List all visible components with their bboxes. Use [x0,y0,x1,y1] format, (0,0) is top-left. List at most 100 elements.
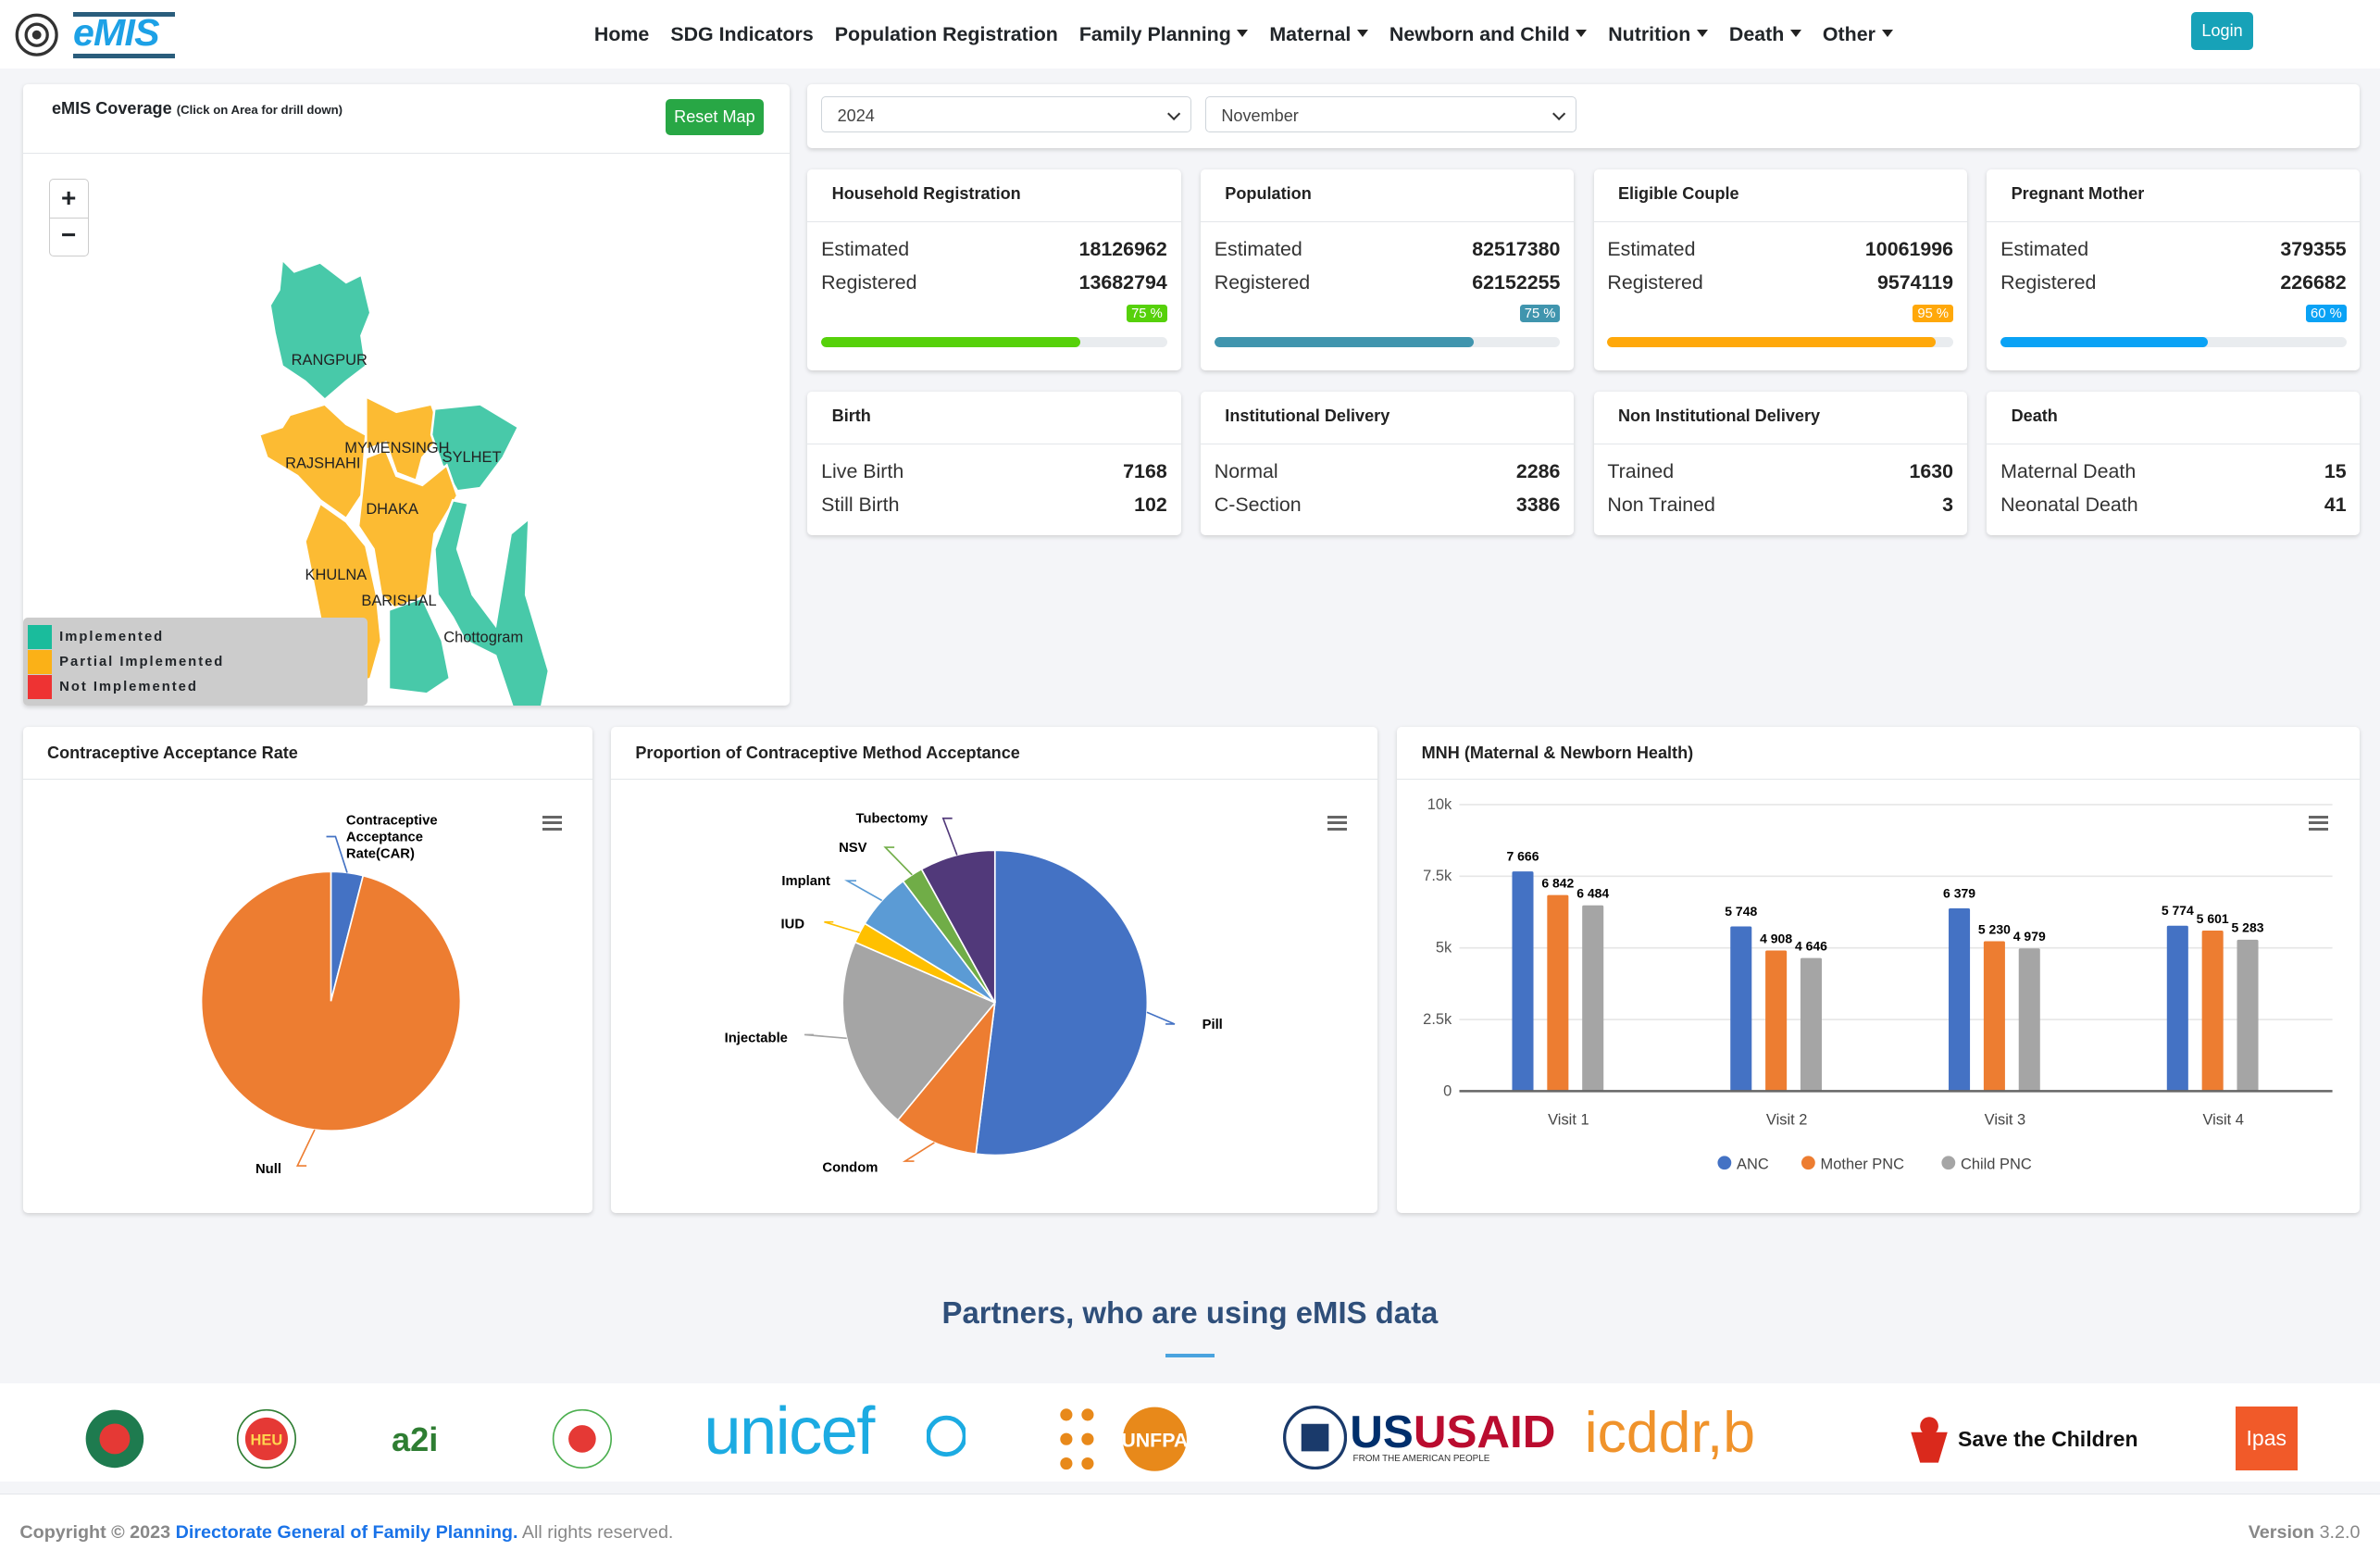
nav-item-death[interactable]: Death [1729,23,1801,46]
reset-map-button[interactable]: Reset Map [666,98,764,136]
stat-row: Estimated 18126962 [821,238,1167,261]
map-region-dhaka [356,447,459,611]
chart-menu-icon[interactable] [1327,815,1347,831]
nav-item-population-registration[interactable]: Population Registration [834,22,1058,45]
pie-label: Null [255,1162,281,1177]
bar-child-pnc[interactable] [1582,905,1604,1092]
data-label: 5 283 [2232,920,2264,935]
stat-value: 18126962 [1078,237,1167,260]
stat-label: Estimated [1214,237,1302,260]
logo[interactable]: eMIS [73,10,160,54]
legend-label[interactable]: Mother PNC [1821,1156,1905,1172]
progress-bar [1607,336,1954,348]
stat-row: Neonatal Death 41 [2000,494,2347,517]
map-label[interactable]: RANGPUR [291,351,367,368]
data-label: 5 230 [1978,921,2011,936]
bar-anc[interactable] [1949,908,1971,1092]
stat-value: 15 [2324,460,2347,483]
map-legend: Implemented Partial Implemented Not Implem… [22,617,368,706]
data-label: 4 646 [1795,938,1827,953]
map-label[interactable]: DHAKA [366,501,418,518]
stat-label: Normal [1214,460,1278,483]
stat-row: Registered 13682794 [821,271,1167,294]
bar-mother-pnc[interactable] [2201,931,2224,1092]
pie-label: Pill [1202,1018,1223,1032]
pie-connector [941,818,958,856]
legend-marker[interactable] [1717,1156,1732,1170]
copyright: Copyright © 2023 Directorate General of … [19,1522,673,1544]
month-select[interactable]: November [1204,95,1577,133]
map-label[interactable]: RAJSHAHI [285,455,360,471]
bar-anc[interactable] [1512,871,1534,1092]
coverage-map-card: eMIS Coverage (Click on Area for drill d… [22,83,790,706]
chart-menu-icon[interactable] [2308,815,2328,831]
data-label: 6 842 [1542,876,1575,891]
bar-child-pnc[interactable] [2237,939,2259,1092]
pie-slice-tubectomy[interactable] [920,849,996,1004]
stat-value: 41 [2324,494,2347,517]
pie-label: Tubectomy [856,812,929,827]
pie-slice-null[interactable] [200,870,461,1132]
stat-value: 7168 [1123,460,1167,483]
pie-connector [883,846,913,876]
login-button[interactable]: Login [2190,12,2254,51]
stat-card-death: Death Maternal Death 15 Neonatal Death 41 [1987,391,2361,535]
bar-mother-pnc[interactable] [1765,950,1788,1092]
zoom-in-button[interactable]: + [49,180,88,219]
nav-item-family-planning[interactable]: Family Planning [1079,23,1248,46]
nav-item-home[interactable]: Home [593,22,650,45]
map-label[interactable]: BARISHAL [361,592,436,608]
chart-menu-icon[interactable] [542,815,563,831]
unicef-logo: unicef [704,1394,875,1469]
usaid-text: USAID [1413,1406,1556,1457]
pie-slice-pill[interactable] [975,849,1149,1157]
stat-card-pregnant-mother: Pregnant Mother Estimated 379355 Registered… [1987,169,2361,370]
data-label: 5 601 [2197,911,2229,926]
map-label[interactable]: MYMENSINGH [344,440,449,456]
bar-anc[interactable] [1730,926,1752,1092]
pie-slice-condom[interactable] [896,1000,996,1156]
svg-text:UNFPA: UNFPA [1122,1429,1189,1451]
nav-item-nutrition[interactable]: Nutrition [1608,23,1708,46]
bar-mother-pnc[interactable] [1984,941,2006,1092]
map-label[interactable]: KHULNA [305,566,367,582]
rights-text: All rights reserved. [521,1521,674,1543]
pie-label: NSV [839,841,867,856]
legend-marker[interactable] [1801,1156,1816,1170]
pie-connector [295,1129,316,1167]
zoom-out-button[interactable]: − [61,219,77,249]
stat-value: 62152255 [1472,270,1561,294]
map-region-mymensingh [364,394,443,482]
map-label[interactable]: Chottogram [443,629,523,645]
map-subtitle: (Click on Area for drill down) [176,102,343,117]
bar-child-pnc[interactable] [1801,957,1823,1092]
legend-label[interactable]: ANC [1737,1156,1769,1172]
nav-item-other[interactable]: Other [1823,23,1893,46]
x-tick-label: Visit 3 [1985,1112,2025,1129]
save-the-children-logo: Save the Children [1957,1426,2138,1451]
progress-bar [2000,336,2347,348]
percent-badge: 60 % [2306,305,2347,323]
stat-value: 82517380 [1472,237,1561,260]
bar-anc[interactable] [2167,925,2189,1092]
stat-row: Maternal Death 15 [2000,460,2347,483]
stat-label: Registered [1607,270,1703,294]
legend-label[interactable]: Child PNC [1961,1156,2032,1172]
bar-mother-pnc[interactable] [1547,894,1569,1092]
stat-label: Maternal Death [2000,460,2137,483]
nav-item-maternal[interactable]: Maternal [1269,23,1367,46]
map-label[interactable]: SYLHET [442,449,501,466]
method-pie-chart: Pill Condom Injectable IUD Implant NSV Tubecto… [725,812,1223,1176]
nav-item-newborn-and-child[interactable]: Newborn and Child [1389,23,1587,46]
stat-row: Registered 62152255 [1215,271,1561,294]
dgfp-link[interactable]: Directorate General of Family Planning. [175,1521,518,1543]
legend-label: Implemented [59,629,165,644]
partners-title: Partners, who are using eMIS data [941,1295,1439,1330]
nav-item-sdg-indicators[interactable]: SDG Indicators [670,22,814,45]
bar-child-pnc[interactable] [2019,948,2041,1092]
legend-marker[interactable] [1941,1156,1956,1170]
year-select[interactable]: 2024 [821,95,1192,133]
legend-item: Implemented [27,624,165,650]
percent-badge: 95 % [1913,305,1954,323]
